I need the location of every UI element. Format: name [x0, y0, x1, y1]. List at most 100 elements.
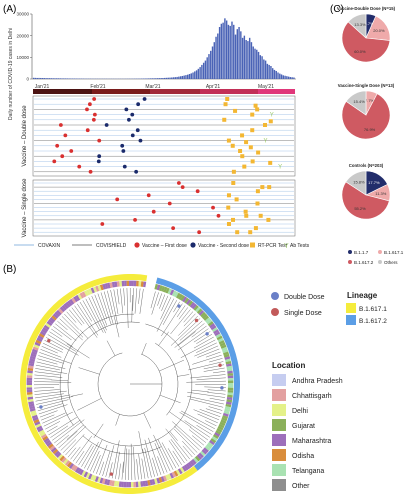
pie-slice-label: 11.3%	[375, 191, 386, 196]
pie-slice	[345, 90, 367, 116]
rtpcr-marker	[255, 201, 260, 206]
bar	[190, 73, 192, 79]
bar	[245, 40, 247, 79]
tree-branch	[178, 315, 198, 336]
tree-branch	[177, 374, 190, 377]
location-ring-segment	[107, 282, 111, 289]
rtpcr-marker	[231, 217, 236, 222]
location-ring-segment	[206, 443, 212, 450]
location-ring-segment	[33, 419, 40, 424]
location-ring-segment	[135, 481, 139, 488]
location-ring-segment	[59, 306, 66, 313]
first-dose-marker	[55, 143, 60, 148]
double-dose-tip	[205, 332, 209, 336]
location-ring-segment	[165, 474, 170, 481]
timeline-segment	[33, 89, 92, 94]
tree-branch	[205, 351, 221, 358]
tree-branch	[158, 331, 169, 346]
first-dose-marker	[58, 123, 63, 127]
bar	[158, 78, 161, 79]
tree-branch	[125, 448, 127, 480]
double-dose-tip	[39, 405, 43, 409]
bar	[217, 33, 219, 79]
bar	[194, 71, 196, 79]
location-ring-segment	[116, 281, 120, 287]
bar	[164, 77, 166, 79]
tree-arc	[97, 352, 163, 417]
timeline-segment	[200, 89, 258, 94]
tree-branch	[35, 394, 71, 402]
bar	[248, 37, 251, 79]
tree-branch	[49, 331, 73, 347]
tree-branch	[161, 295, 169, 311]
location-ring-segment	[184, 297, 190, 304]
tree-branch	[43, 343, 63, 353]
location-ring-segment	[55, 452, 62, 458]
tree-branch	[191, 389, 209, 392]
location-label: Other	[292, 483, 310, 490]
bar	[45, 78, 47, 79]
bar	[63, 78, 65, 79]
tree-branch	[41, 346, 58, 354]
second-dose-marker	[130, 112, 135, 117]
tree-branch	[48, 417, 77, 436]
location-ring-segment	[175, 469, 181, 476]
bar	[181, 75, 184, 79]
tree-branch	[99, 461, 104, 476]
location-ring-segment	[224, 406, 231, 410]
location-ring-segment	[219, 421, 226, 427]
location-ring-segment	[204, 445, 211, 451]
first-dose-marker	[216, 213, 221, 218]
tree-branch	[121, 461, 124, 480]
location-ring-segment	[37, 335, 44, 340]
location-swatch	[272, 389, 286, 401]
location-ring-segment	[111, 281, 116, 288]
location-ring-segment	[226, 396, 233, 401]
location-swatch	[272, 434, 286, 446]
first-dose-marker	[97, 138, 102, 143]
tree-branch	[132, 288, 134, 311]
tree-branch	[71, 393, 84, 397]
bar	[43, 78, 46, 79]
bar	[56, 78, 58, 79]
location-ring-segment	[227, 387, 234, 391]
location-ring-segment	[28, 401, 34, 405]
tree-branch	[38, 355, 64, 364]
pie-slice	[341, 181, 390, 220]
location-ring-segment	[227, 385, 234, 388]
tree-branch	[144, 439, 155, 477]
location-swatch	[272, 449, 286, 461]
location-ring-segment	[26, 389, 33, 393]
location-ring-segment	[26, 380, 33, 383]
tree-branch	[70, 446, 81, 460]
bar	[254, 48, 256, 79]
location-ring-segment	[118, 481, 122, 488]
location-ring-segment	[28, 362, 35, 367]
location-ring-segment	[101, 478, 106, 485]
bar	[197, 68, 200, 79]
location-ring-segment	[52, 313, 59, 319]
rtpcr-marker	[242, 164, 247, 169]
timeline-segment	[92, 89, 150, 94]
location-ring-segment	[109, 282, 113, 288]
tree-branch	[180, 339, 216, 358]
location-ring-segment	[31, 348, 38, 353]
second-dose-marker	[135, 128, 140, 133]
location-ring-segment	[52, 448, 59, 455]
bar	[171, 77, 173, 79]
bar	[162, 78, 164, 79]
y-tick-label: 10000	[16, 55, 29, 60]
location-ring-segment	[216, 428, 223, 433]
location-ring-segment	[36, 337, 43, 343]
first-dose-marker	[85, 128, 90, 133]
location-ring-segment	[43, 437, 50, 443]
tree-branch	[34, 378, 52, 380]
location-ring-segment	[87, 473, 93, 480]
tree-branch	[34, 387, 55, 389]
rtpcr-swatch	[250, 242, 255, 248]
location-ring-segment	[26, 372, 33, 376]
location-ring-segment	[48, 318, 54, 325]
bar	[165, 77, 168, 79]
location-ring-segment	[227, 382, 234, 386]
rtpcr-marker	[266, 217, 271, 222]
